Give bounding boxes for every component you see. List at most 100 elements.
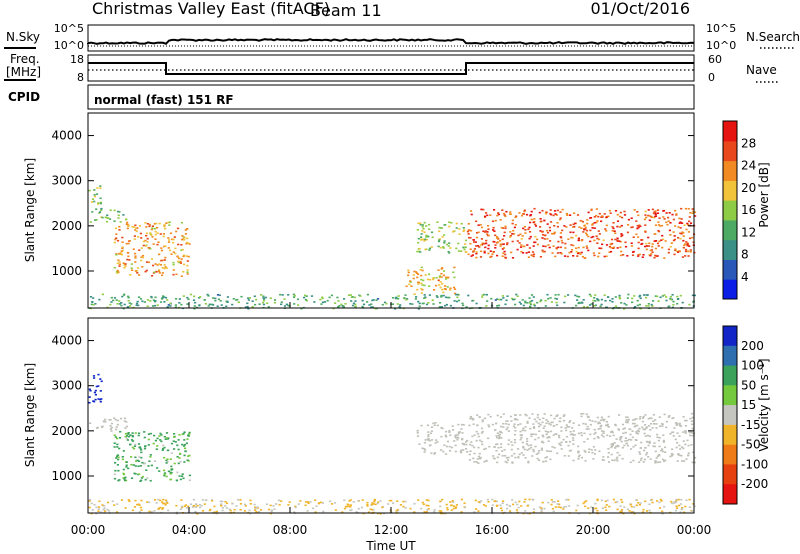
scatter-cell [680, 233, 683, 235]
scatter-cell [648, 242, 651, 245]
scatter-cell [487, 424, 490, 426]
scatter-cell [433, 424, 436, 426]
scatter-cell [396, 509, 399, 511]
scatter-cell [559, 211, 562, 213]
scatter-cell [166, 449, 169, 452]
scatter-cell [528, 231, 532, 233]
scatter-cell [518, 453, 521, 456]
scatter-cell [500, 226, 503, 229]
scatter-cell [689, 251, 692, 253]
scatter-cell [452, 429, 455, 431]
scatter-cell [411, 303, 414, 305]
scatter-cell [280, 301, 283, 303]
scatter-cell [597, 421, 600, 424]
scatter-region-6 [466, 207, 697, 259]
scatter-cell [661, 450, 665, 453]
scatter-cell [559, 246, 562, 249]
scatter-cell [130, 267, 133, 269]
scatter-cell [576, 214, 580, 216]
scatter-cell [330, 503, 334, 505]
scatter-cell [169, 302, 172, 305]
colorbar-tick-label: 8 [741, 248, 749, 262]
scatter-cell [392, 297, 395, 299]
scatter-cell [655, 457, 658, 459]
scatter-cell [654, 460, 657, 462]
scatter-cell [565, 424, 568, 426]
scatter-cell [161, 272, 164, 274]
scatter-cell [477, 501, 480, 503]
scatter-cell [407, 269, 410, 272]
scatter-cell [397, 295, 400, 297]
scatter-cell [146, 237, 149, 240]
scatter-cell [422, 302, 425, 305]
scatter-cell [388, 499, 391, 502]
scatter-cell [577, 455, 580, 458]
scatter-cell [151, 275, 154, 277]
scatter-cell [97, 510, 100, 512]
scatter-cell [572, 422, 575, 424]
scatter-cell [159, 233, 162, 235]
scatter-cell [443, 234, 446, 236]
scatter-cell [428, 247, 432, 250]
scatter-cell [649, 417, 652, 419]
scatter-cell [469, 237, 472, 239]
scatter-cell [622, 428, 625, 430]
scatter-cell [115, 426, 118, 428]
scatter-cell [656, 500, 659, 502]
scatter-cell [159, 439, 162, 441]
scatter-cell [675, 213, 678, 215]
scatter-cell [648, 219, 651, 222]
scatter-cell [579, 302, 582, 304]
scatter-cell [208, 509, 211, 512]
scatter-cell [390, 499, 393, 502]
scatter-cell [658, 425, 662, 427]
scatter-cell [292, 293, 295, 296]
scatter-cell [651, 216, 654, 219]
scatter-cell [653, 256, 656, 259]
scatter-cell [560, 252, 563, 255]
scatter-cell [319, 298, 322, 301]
scatter-cell [548, 450, 551, 453]
scatter-cell [158, 270, 161, 273]
scatter-cell [638, 253, 641, 256]
scatter-cell [117, 253, 120, 255]
scatter-cell [529, 444, 533, 446]
scatter-cell [366, 301, 369, 303]
scatter-cell [562, 508, 565, 510]
scatter-cell [658, 217, 661, 219]
scatter-cell [161, 507, 165, 509]
scatter-cell [118, 447, 121, 450]
scatter-cell [547, 436, 550, 438]
scatter-cell [432, 278, 435, 281]
scatter-cell [600, 424, 603, 427]
scatter-cell [614, 238, 617, 241]
colorbar-swatch [723, 405, 737, 426]
scatter-cell [235, 299, 238, 301]
scatter-cell [588, 304, 592, 306]
scatter-cell [88, 506, 91, 509]
scatter-cell [637, 241, 640, 244]
scatter-cell [590, 236, 593, 239]
scatter-cell [608, 505, 611, 508]
scatter-cell [373, 498, 376, 501]
scatter-cell [625, 419, 628, 421]
scatter-cell [122, 262, 125, 264]
scatter-cell [550, 450, 553, 453]
scatter-cell [634, 439, 637, 441]
scatter-cell [499, 430, 502, 433]
scatter-cell [153, 434, 156, 437]
scatter-cell [136, 267, 140, 269]
scatter-cell [594, 294, 597, 296]
scatter-cell [593, 453, 597, 455]
scatter-cell [460, 423, 464, 426]
scatter-cell [448, 221, 451, 223]
scatter-cell [595, 208, 598, 210]
scatter-cell [670, 454, 673, 457]
noise-left-label: N.Sky [6, 30, 40, 44]
scatter-cell [528, 448, 531, 450]
scatter-cell [119, 221, 122, 223]
scatter-cell [174, 306, 177, 308]
scatter-cell [481, 242, 484, 244]
scatter-cell [404, 500, 407, 503]
scatter-cell [174, 252, 177, 255]
